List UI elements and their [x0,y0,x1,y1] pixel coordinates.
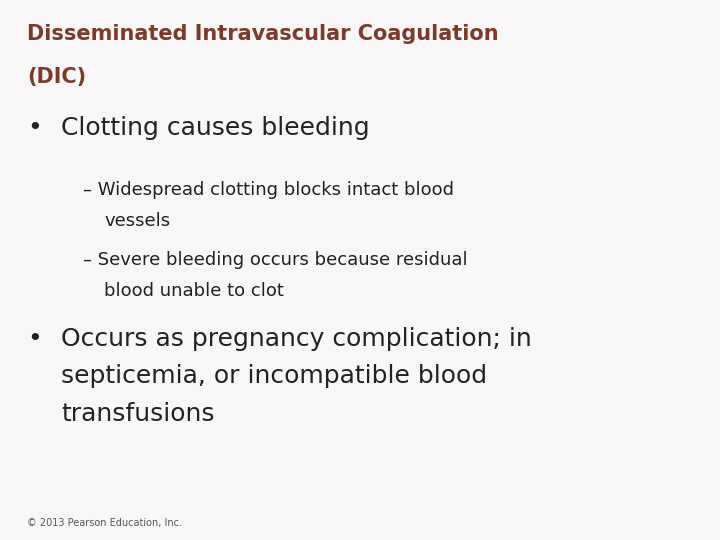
Text: Occurs as pregnancy complication; in: Occurs as pregnancy complication; in [61,327,532,350]
Text: – Severe bleeding occurs because residual: – Severe bleeding occurs because residua… [83,251,467,269]
Text: Disseminated Intravascular Coagulation: Disseminated Intravascular Coagulation [27,24,499,44]
Text: Clotting causes bleeding: Clotting causes bleeding [61,116,370,140]
Text: vessels: vessels [104,212,171,230]
Text: blood unable to clot: blood unable to clot [104,282,284,300]
Text: transfusions: transfusions [61,402,215,426]
Text: (DIC): (DIC) [27,68,86,87]
Text: •: • [27,327,42,350]
Text: septicemia, or incompatible blood: septicemia, or incompatible blood [61,364,487,388]
Text: •: • [27,116,42,140]
Text: – Widespread clotting blocks intact blood: – Widespread clotting blocks intact bloo… [83,181,454,199]
Text: © 2013 Pearson Education, Inc.: © 2013 Pearson Education, Inc. [27,518,182,528]
